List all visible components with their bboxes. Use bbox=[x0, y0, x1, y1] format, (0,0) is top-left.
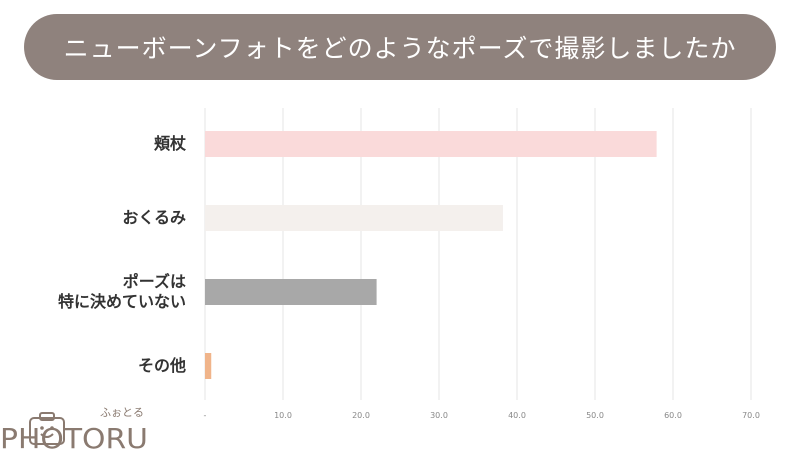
bar bbox=[205, 353, 212, 379]
bar bbox=[205, 279, 377, 305]
x-tick-label: 60.0 bbox=[664, 411, 682, 420]
category-label: 頬杖 bbox=[153, 134, 186, 153]
x-tick-label: 40.0 bbox=[508, 411, 526, 420]
photoru-logo: ふぉとる PHOTORU bbox=[0, 406, 148, 454]
chart-title: ニューボーンフォトをどのようなポーズで撮影しましたか bbox=[24, 14, 776, 80]
logo-kana: ふぉとる bbox=[100, 406, 144, 419]
category-label: ポーズは 特に決めていない bbox=[57, 272, 186, 311]
logo-text: PHOTORU bbox=[0, 422, 148, 454]
x-tick-label: 10.0 bbox=[274, 411, 292, 420]
category-label: おくるみ bbox=[122, 208, 186, 227]
camera-icon bbox=[29, 412, 65, 445]
x-tick-label: 70.0 bbox=[742, 411, 760, 420]
category-label: その他 bbox=[137, 356, 186, 375]
x-tick-label: - bbox=[204, 411, 207, 420]
bar bbox=[205, 205, 503, 231]
x-tick-label: 50.0 bbox=[586, 411, 604, 420]
x-tick-label: 20.0 bbox=[352, 411, 370, 420]
bar bbox=[205, 131, 657, 157]
x-tick-label: 30.0 bbox=[430, 411, 448, 420]
